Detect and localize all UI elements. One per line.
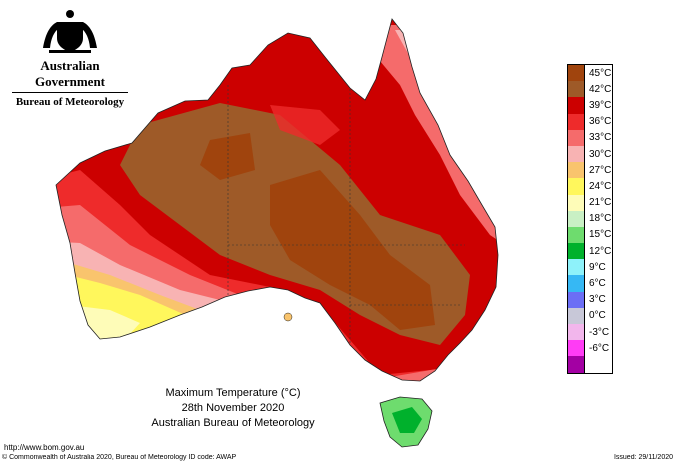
- legend-swatch: [568, 113, 585, 130]
- legend-row: 24°C: [568, 178, 612, 195]
- legend-swatch: [568, 81, 585, 98]
- legend-swatch: [568, 162, 585, 179]
- temperature-legend: 45°C 42°C 39°C 36°C 33°C 30°C 27°C 24°C 21°C 18°C…: [567, 64, 613, 374]
- legend-row: [568, 356, 612, 373]
- legend-swatch: [568, 178, 585, 195]
- legend-row: 39°C: [568, 97, 612, 114]
- logo-divider: [12, 92, 128, 93]
- bureau-title: Bureau of Meteorology: [15, 96, 125, 108]
- legend-row: -6°C: [568, 340, 612, 357]
- legend-swatch: [568, 194, 585, 211]
- legend-row: -3°C: [568, 324, 612, 341]
- map-caption: Maximum Temperature (°C) 28th November 2…: [143, 386, 323, 431]
- legend-label: 18°C: [589, 213, 612, 225]
- kangaroo-island: [283, 312, 293, 322]
- legend-label: 33°C: [589, 132, 612, 144]
- legend-row: 9°C: [568, 259, 612, 276]
- footer-url[interactable]: http://www.bom.gov.au: [4, 443, 85, 452]
- legend-label: 21°C: [589, 197, 612, 209]
- legend-swatch: [568, 226, 585, 244]
- legend-label: 24°C: [589, 180, 612, 192]
- legend-swatch: [568, 356, 585, 373]
- legend-swatch: [568, 324, 585, 341]
- legend-label: 36°C: [589, 116, 612, 128]
- legend-swatch: [568, 275, 585, 292]
- legend-swatch: [568, 340, 585, 357]
- legend-row: 30°C: [568, 145, 612, 163]
- legend-label: 9°C: [589, 261, 606, 273]
- legend-row: 45°C: [568, 65, 612, 82]
- legend-row: 18°C: [568, 210, 612, 227]
- legend-row: 0°C: [568, 307, 612, 324]
- legend-label: 27°C: [589, 164, 612, 176]
- legend-label: -3°C: [589, 326, 610, 338]
- legend-swatch: [568, 307, 585, 324]
- legend-row: 33°C: [568, 129, 612, 146]
- legend-label: 45°C: [589, 67, 612, 79]
- legend-row: 3°C: [568, 291, 612, 308]
- legend-label: 3°C: [589, 294, 606, 306]
- legend-row: 15°C: [568, 226, 612, 244]
- australia-coastline: [55, 18, 499, 382]
- legend-row: 21°C: [568, 194, 612, 211]
- legend-swatch: [568, 145, 585, 163]
- legend-row: 12°C: [568, 243, 612, 260]
- legend-row: 6°C: [568, 275, 612, 292]
- legend-row: 27°C: [568, 162, 612, 179]
- legend-swatch: [568, 243, 585, 260]
- legend-swatch: [568, 97, 585, 114]
- tasmania-highland: [392, 407, 422, 433]
- legend-row: 42°C: [568, 81, 612, 98]
- legend-swatch: [568, 129, 585, 146]
- legend-swatch: [568, 291, 585, 308]
- legend-label: 6°C: [589, 278, 606, 290]
- legend-label: 39°C: [589, 99, 612, 111]
- legend-swatch: [568, 210, 585, 227]
- legend-label: 12°C: [589, 245, 612, 257]
- legend-label: 42°C: [589, 83, 612, 95]
- footer-issued: Issued: 29/11/2020: [613, 454, 673, 461]
- legend-row: 36°C: [568, 113, 612, 130]
- legend-label: 30°C: [589, 148, 612, 160]
- legend-label: 15°C: [589, 229, 612, 241]
- government-logo: Australian Government Bureau of Meteorol…: [6, 8, 134, 108]
- legend-swatch: [568, 65, 585, 82]
- map-date: 28th November 2020: [181, 402, 285, 414]
- map-title: Maximum Temperature (°C): [165, 387, 301, 399]
- legend-swatch: [568, 259, 585, 276]
- state-borders: [227, 85, 465, 343]
- government-title: Australian Government: [34, 58, 106, 89]
- footer-copyright: © Commonwealth of Australia 2020, Bureau…: [2, 454, 237, 461]
- footer-bar: © Commonwealth of Australia 2020, Bureau…: [0, 454, 675, 462]
- legend-label: -6°C: [589, 342, 610, 354]
- legend-label: 0°C: [589, 310, 606, 322]
- map-source: Australian Bureau of Meteorology: [151, 417, 315, 429]
- temperature-map: [55, 18, 499, 448]
- coat-of-arms-icon: [43, 10, 97, 53]
